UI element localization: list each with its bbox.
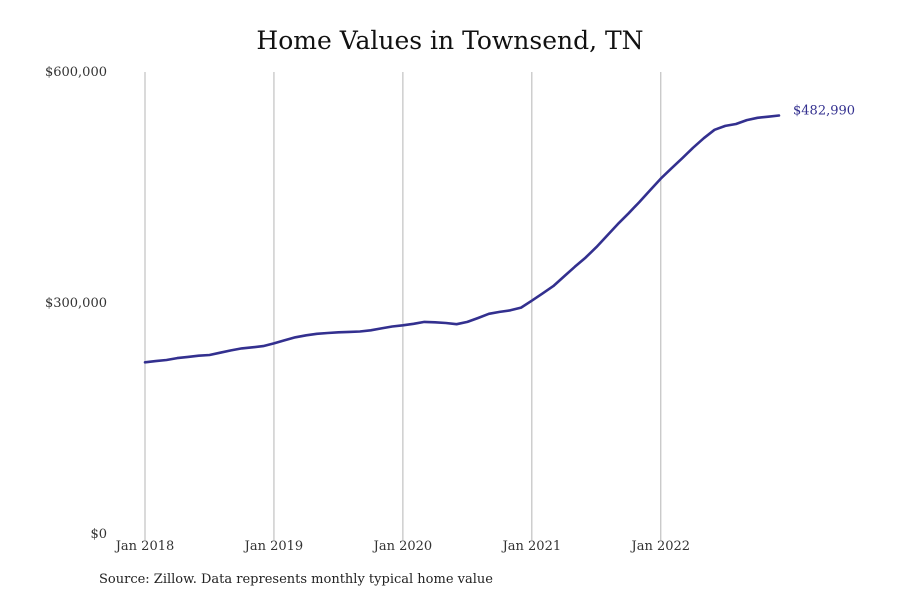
x-tick-label: Jan 2020	[372, 539, 433, 554]
gridlines	[144, 72, 662, 540]
x-tick-label: Jan 2022	[630, 539, 691, 554]
y-tick-label: $0	[90, 527, 107, 542]
y-tick-label: $600,000	[45, 65, 107, 80]
chart-title: Home Values in Townsend, TN	[256, 26, 644, 55]
y-tick-label: $300,000	[45, 296, 107, 311]
x-tick-label: Jan 2018	[114, 539, 175, 554]
y-axis-tick-labels: $0 $300,000 $600,000	[45, 65, 107, 542]
chart-source-note: Source: Zillow. Data represents monthly …	[99, 572, 493, 587]
series-layer: $482,990	[143, 104, 855, 364]
x-tick-label: Jan 2021	[501, 539, 562, 554]
x-axis-tick-labels: Jan 2018 Jan 2019 Jan 2020 Jan 2021 Jan 2022	[114, 539, 690, 554]
series-line	[143, 114, 781, 364]
end-value-label: $482,990	[793, 104, 855, 119]
x-tick-label: Jan 2019	[243, 539, 304, 554]
